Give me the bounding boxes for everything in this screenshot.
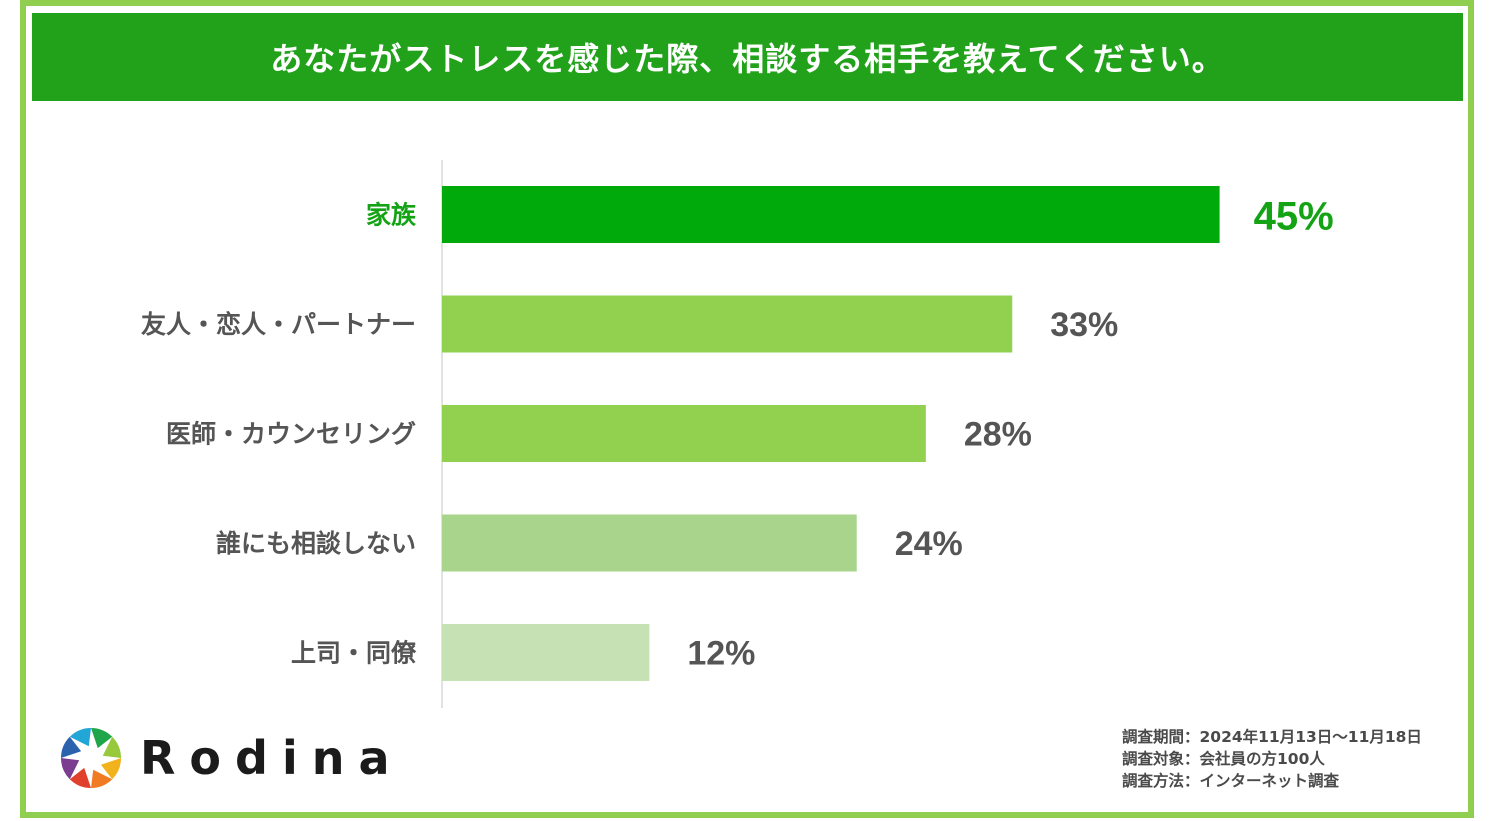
aperture-segment <box>100 758 121 780</box>
note-method: 調査方法：インターネット調査 <box>1122 772 1340 790</box>
bar-1 <box>442 295 1013 353</box>
rodina-logo: Rodina <box>60 726 404 790</box>
logo-text: Rodina <box>140 731 404 785</box>
aperture-segment <box>69 728 91 747</box>
aperture-segment <box>69 767 91 788</box>
survey-notes: 調査期間：2024年11月13日～11月18日 調査対象：会社員の方100人 調… <box>1122 726 1422 792</box>
aperture-segment <box>91 728 113 749</box>
bar-3 <box>442 514 857 572</box>
aperture-segment <box>102 736 121 758</box>
chart-title: あなたがストレスを感じた際、相談する相手を教えてください。 <box>32 13 1463 101</box>
aperture-segment <box>91 769 113 788</box>
bar-4 <box>442 624 650 681</box>
aperture-segment <box>61 758 80 780</box>
aperture-segment <box>61 736 82 758</box>
category-label-1: 友人・恋人・パートナー <box>141 310 416 339</box>
value-label-4: 12% <box>687 635 755 673</box>
aperture-logo-icon <box>61 728 121 788</box>
value-label-0: 45% <box>1254 195 1334 239</box>
bar-2 <box>442 405 926 462</box>
value-label-1: 33% <box>1050 306 1118 344</box>
category-label-2: 医師・カウンセリング <box>166 420 416 449</box>
value-label-3: 24% <box>895 525 963 563</box>
note-target: 調査対象：会社員の方100人 <box>1122 750 1325 768</box>
category-label-3: 誰にも相談しない <box>216 529 416 558</box>
value-label-2: 28% <box>964 416 1032 454</box>
category-label-4: 上司・同僚 <box>291 639 417 668</box>
category-label-0: 家族 <box>366 201 417 230</box>
note-period: 調査期間：2024年11月13日～11月18日 <box>1122 728 1422 746</box>
bar-0 <box>442 186 1220 243</box>
